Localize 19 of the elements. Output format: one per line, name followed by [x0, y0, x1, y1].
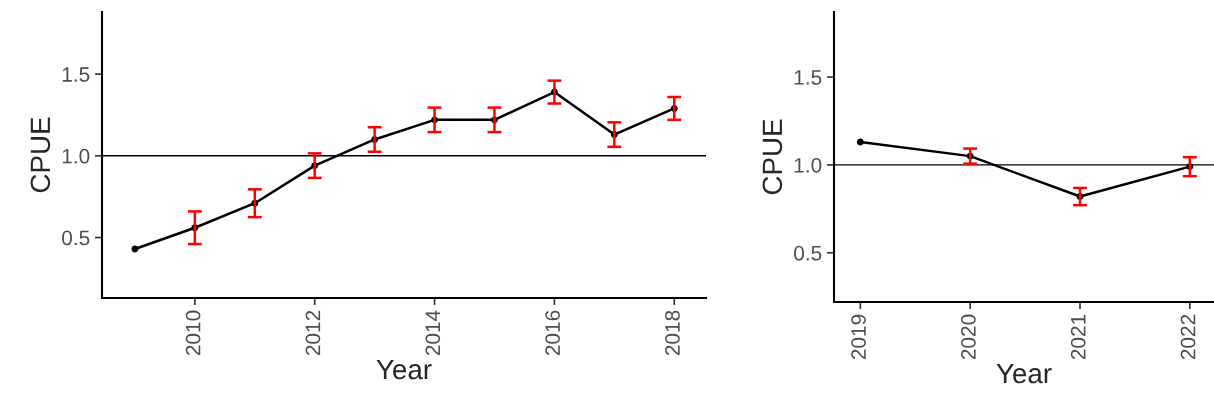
y-tick-label: 0.5 [794, 245, 822, 261]
y-axis-title: CPUE [762, 119, 783, 195]
y-axis-title: CPUE [30, 117, 51, 193]
x-axis-title: Year [996, 363, 1052, 384]
y-tick-label: 1.0 [794, 157, 822, 173]
x-axis-title: Year [376, 359, 432, 380]
x-tick-label: 2018 [665, 310, 680, 356]
y-tick-label: 1.5 [62, 67, 90, 82]
x-tick-label: 2022 [1180, 314, 1196, 360]
x-tick-label: 2021 [1070, 314, 1086, 360]
x-tick-label: 2014 [425, 310, 441, 356]
x-tick-label: 2016 [545, 310, 560, 356]
x-tick-label: 2020 [961, 314, 976, 360]
y-tick-label: 0.5 [62, 230, 90, 246]
x-tick-label: 2012 [305, 310, 321, 356]
y-tick-label: 1.5 [794, 70, 822, 85]
x-tick-label: 2019 [851, 314, 866, 360]
y-tick-label: 1.0 [62, 148, 90, 164]
x-tick-label: 2010 [185, 310, 201, 356]
